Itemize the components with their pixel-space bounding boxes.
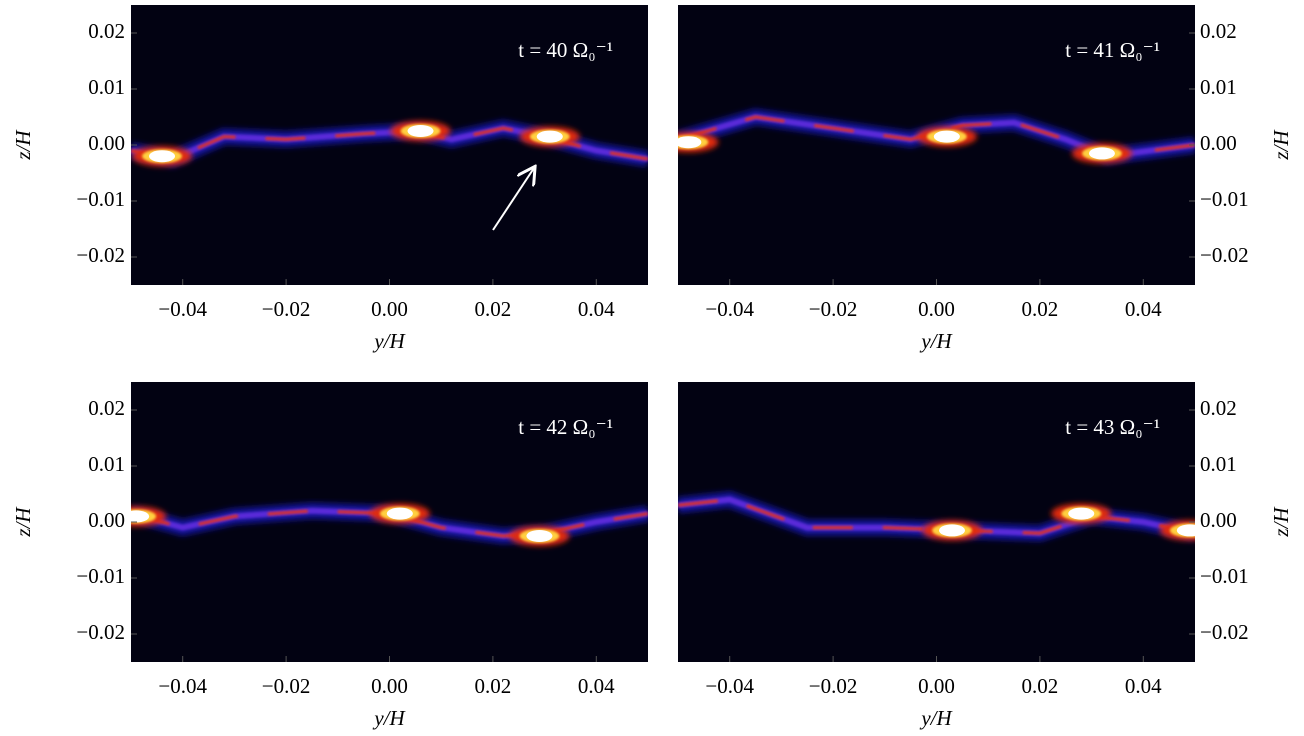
y-tick-label: 0.00 bbox=[88, 508, 125, 532]
x-tick-label: −0.04 bbox=[158, 674, 207, 698]
hot-core bbox=[149, 150, 176, 163]
y-tick-label: 0.01 bbox=[1200, 75, 1237, 99]
hot-core bbox=[526, 530, 553, 542]
density-image bbox=[678, 108, 1195, 165]
x-axis-label: y/H bbox=[372, 329, 406, 353]
hot-core bbox=[386, 507, 413, 520]
time-annotation: t = 43 Ω₀⁻¹ bbox=[1065, 415, 1160, 439]
density-image bbox=[131, 502, 648, 546]
hot-core bbox=[933, 130, 960, 143]
x-axis-label: y/H bbox=[919, 706, 953, 730]
y-tick-label: 0.01 bbox=[1200, 452, 1237, 476]
x-tick-label: −0.02 bbox=[809, 674, 858, 698]
density-image bbox=[131, 120, 648, 168]
arrow bbox=[492, 168, 534, 231]
time-annotation: t = 42 Ω₀⁻¹ bbox=[518, 415, 613, 439]
y-tick-label: −0.02 bbox=[1200, 620, 1249, 644]
x-tick-label: 0.00 bbox=[918, 297, 955, 321]
time-annotation: t = 41 Ω₀⁻¹ bbox=[1065, 38, 1160, 62]
y-tick-label: 0.02 bbox=[88, 19, 125, 43]
y-tick-label: 0.00 bbox=[1200, 508, 1237, 532]
y-tick-label: −0.01 bbox=[1200, 187, 1249, 211]
y-tick-label: 0.01 bbox=[88, 452, 125, 476]
x-axis-label: y/H bbox=[372, 706, 406, 730]
time-annotation: t = 40 Ω₀⁻¹ bbox=[518, 38, 613, 62]
x-tick-label: 0.04 bbox=[578, 297, 615, 321]
x-tick-label: −0.02 bbox=[262, 674, 311, 698]
hot-core bbox=[1088, 147, 1115, 160]
y-tick-label: 0.02 bbox=[1200, 19, 1237, 43]
hot-core bbox=[407, 125, 434, 137]
hot-core bbox=[678, 136, 702, 149]
x-tick-label: −0.04 bbox=[158, 297, 207, 321]
hot-core bbox=[536, 130, 563, 143]
y-tick-label: −0.01 bbox=[1200, 564, 1249, 588]
x-tick-label: 0.04 bbox=[1125, 297, 1162, 321]
x-tick-label: 0.04 bbox=[578, 674, 615, 698]
y-axis-label: z/H bbox=[1269, 129, 1293, 161]
x-tick-label: −0.04 bbox=[705, 297, 754, 321]
x-tick-label: 0.00 bbox=[371, 297, 408, 321]
hot-core bbox=[1068, 507, 1095, 520]
y-tick-label: 0.00 bbox=[88, 131, 125, 155]
y-axis-label: z/H bbox=[1269, 506, 1293, 538]
y-tick-label: −0.02 bbox=[1200, 243, 1249, 267]
y-tick-label: −0.02 bbox=[76, 243, 125, 267]
y-tick-label: 0.02 bbox=[1200, 396, 1237, 420]
x-tick-label: 0.00 bbox=[918, 674, 955, 698]
y-tick-label: −0.01 bbox=[76, 187, 125, 211]
density-image bbox=[678, 491, 1195, 542]
x-tick-label: 0.02 bbox=[475, 674, 512, 698]
hot-core bbox=[1176, 524, 1195, 537]
x-tick-label: −0.02 bbox=[262, 297, 311, 321]
x-tick-label: 0.02 bbox=[475, 297, 512, 321]
x-tick-label: 0.04 bbox=[1125, 674, 1162, 698]
y-tick-label: −0.01 bbox=[76, 564, 125, 588]
x-tick-label: −0.02 bbox=[809, 297, 858, 321]
y-tick-label: −0.02 bbox=[76, 620, 125, 644]
x-tick-label: 0.00 bbox=[371, 674, 408, 698]
x-tick-label: −0.04 bbox=[705, 674, 754, 698]
y-axis-label: z/H bbox=[11, 129, 35, 161]
x-axis-label: y/H bbox=[919, 329, 953, 353]
y-tick-label: 0.00 bbox=[1200, 131, 1237, 155]
y-tick-label: 0.01 bbox=[88, 75, 125, 99]
y-tick-label: 0.02 bbox=[88, 396, 125, 420]
x-tick-label: 0.02 bbox=[1022, 297, 1059, 321]
hot-core bbox=[939, 524, 966, 537]
y-axis-label: z/H bbox=[11, 506, 35, 538]
x-tick-label: 0.02 bbox=[1022, 674, 1059, 698]
hot-core bbox=[131, 510, 150, 523]
